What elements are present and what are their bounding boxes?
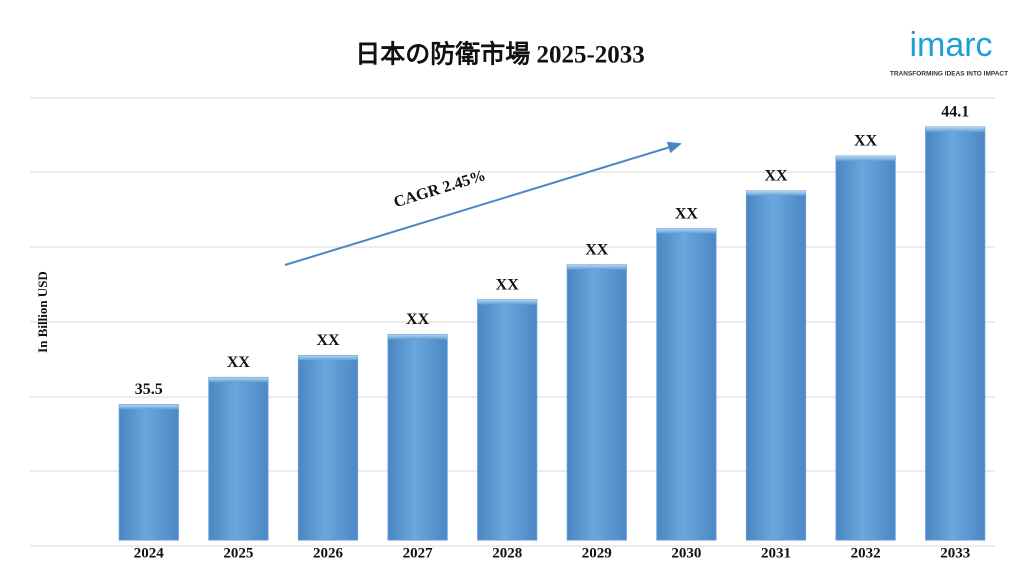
bar <box>566 264 627 541</box>
value-label: 44.1 <box>941 104 969 121</box>
brand-tagline: TRANSFORMING IDEAS INTO IMPACT <box>890 71 1008 78</box>
bar-cap <box>925 127 985 133</box>
bar <box>387 333 448 541</box>
y-axis-label: In Billion USD <box>35 271 50 353</box>
chart-title: 日本の防衛市場 2025-2033 <box>355 40 645 69</box>
bar <box>925 126 986 541</box>
value-label: XX <box>496 276 520 293</box>
value-label: XX <box>406 311 430 328</box>
x-tick-label: 2028 <box>492 545 522 561</box>
bar <box>656 228 717 541</box>
value-label: XX <box>227 354 251 371</box>
x-tick-label: 2031 <box>761 545 791 561</box>
bar <box>745 190 807 541</box>
bar-cap <box>208 377 268 383</box>
bar-cap <box>656 228 716 234</box>
x-tick-label: 2025 <box>223 545 253 561</box>
bar-cap <box>567 264 627 270</box>
x-tick-label: 2024 <box>134 545 165 561</box>
bar <box>477 299 538 541</box>
x-tick-label: 2032 <box>851 545 881 561</box>
x-tick-label: 2026 <box>313 545 344 561</box>
bar <box>118 403 179 541</box>
x-tick-label: 2033 <box>940 545 970 561</box>
brand-logo: imarc <box>909 26 992 64</box>
cagr-arrow <box>284 141 682 266</box>
bar <box>208 376 269 541</box>
x-tick-label: 2030 <box>671 545 701 561</box>
x-tick-label: 2029 <box>582 545 612 561</box>
value-label: 35.5 <box>135 381 163 398</box>
bar-cap <box>836 156 896 162</box>
x-tick-label: 2027 <box>403 545 434 561</box>
cagr-annotation: CAGR 2.45% <box>392 167 488 211</box>
bar-cap <box>298 355 358 361</box>
value-label: XX <box>585 241 609 258</box>
value-label: XX <box>316 332 340 349</box>
bar-cap <box>388 334 448 340</box>
bar-cap <box>477 299 537 305</box>
value-label: XX <box>854 133 878 150</box>
value-label: XX <box>675 205 699 222</box>
bar <box>835 155 896 541</box>
bar-cap <box>119 404 179 410</box>
value-label: XX <box>764 168 788 185</box>
bar-cap <box>746 190 806 196</box>
bar <box>297 354 359 541</box>
